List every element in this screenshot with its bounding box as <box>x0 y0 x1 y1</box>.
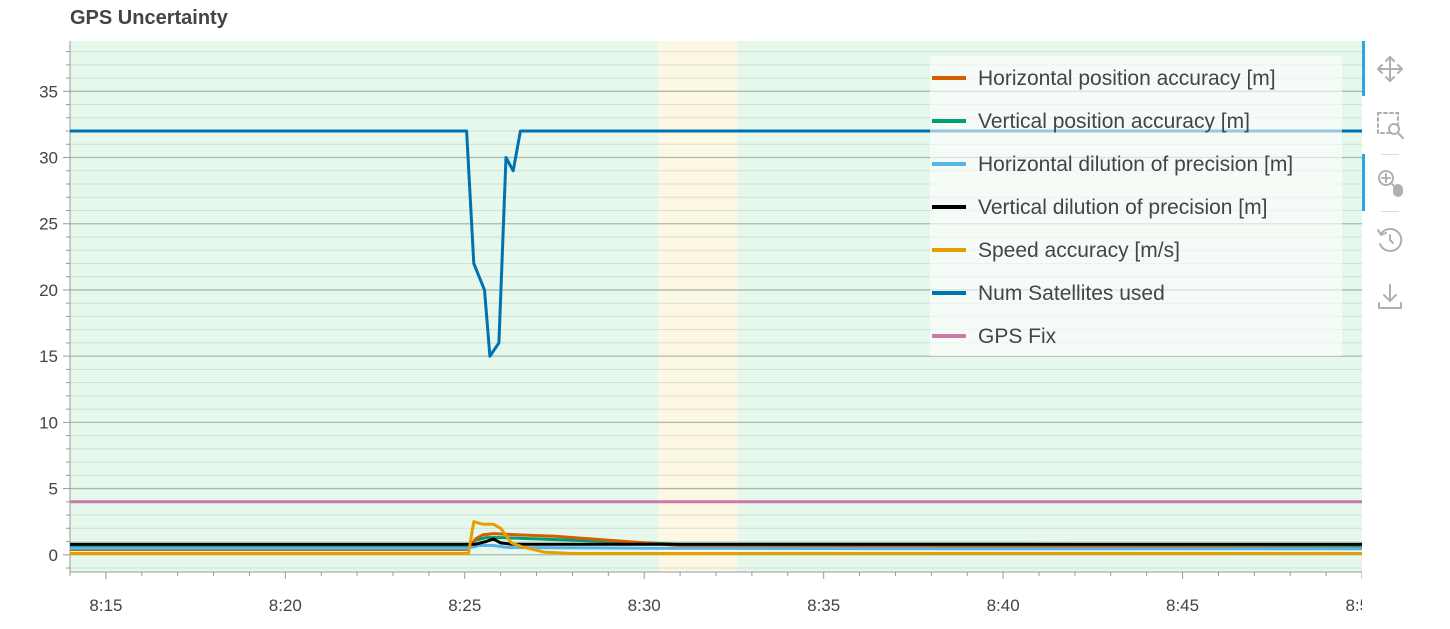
toolbar-divider <box>1381 154 1399 155</box>
series-line-5 <box>70 129 1362 358</box>
pan-tool-active-indicator <box>1362 41 1365 96</box>
legend-label: GPS Fix <box>978 325 1057 348</box>
legend-label: Horizontal dilution of precision [m] <box>978 153 1293 176</box>
wheel-zoom-tool-button[interactable] <box>1372 164 1408 200</box>
download-icon <box>1378 284 1402 309</box>
x-tick-label: 8:45 <box>1166 596 1199 615</box>
toolbar-divider <box>1381 211 1399 212</box>
x-tick-label: 8:35 <box>807 596 840 615</box>
box-zoom-tool-button[interactable] <box>1372 107 1408 143</box>
chart-title: GPS Uncertainty <box>70 7 228 29</box>
legend-box <box>930 56 1342 356</box>
pan-tool-button[interactable] <box>1372 51 1408 87</box>
wheel-zoom-tool-active-indicator <box>1362 154 1365 211</box>
y-tick-label: 15 <box>39 347 58 366</box>
box-zoom-icon <box>1377 112 1404 139</box>
background-region-0 <box>70 41 659 572</box>
y-tick-label: 0 <box>49 546 58 565</box>
y-tick-label: 30 <box>39 149 58 168</box>
wheel-zoom-icon <box>1378 170 1403 197</box>
y-tick-label: 10 <box>39 413 58 432</box>
x-tick-label: 8:50 <box>1345 596 1362 615</box>
y-tick-label: 20 <box>39 281 58 300</box>
y-tick-label: 5 <box>49 480 58 499</box>
series-line-4 <box>70 520 1362 555</box>
reset-icon <box>1377 227 1403 252</box>
legend-label: Vertical position accuracy [m] <box>978 110 1250 133</box>
x-tick-label: 8:40 <box>987 596 1020 615</box>
move-arrows-icon <box>1377 56 1403 82</box>
reset-tool-button[interactable] <box>1372 222 1408 258</box>
y-tick-label: 25 <box>39 215 58 234</box>
x-tick-label: 8:25 <box>448 596 481 615</box>
legend-label: Speed accuracy [m/s] <box>978 239 1180 262</box>
series-line-3 <box>70 537 1362 546</box>
save-tool-button[interactable] <box>1372 279 1408 315</box>
x-tick-label: 8:15 <box>89 596 122 615</box>
legend-label: Vertical dilution of precision [m] <box>978 196 1267 219</box>
background-region-1 <box>658 41 738 572</box>
legend-label: Horizontal position accuracy [m] <box>978 67 1276 90</box>
gps-uncertainty-chart[interactable]: 0 5 10 15 20 25 30 35 8:15 8:20 8:25 8:30 8:35 8:40 8:… <box>0 0 1362 629</box>
chart-toolbar <box>1362 41 1418 321</box>
x-tick-label: 8:20 <box>269 596 302 615</box>
y-tick-label: 35 <box>39 82 58 101</box>
legend-label: Num Satellites used <box>978 282 1165 305</box>
x-tick-label: 8:30 <box>628 596 661 615</box>
